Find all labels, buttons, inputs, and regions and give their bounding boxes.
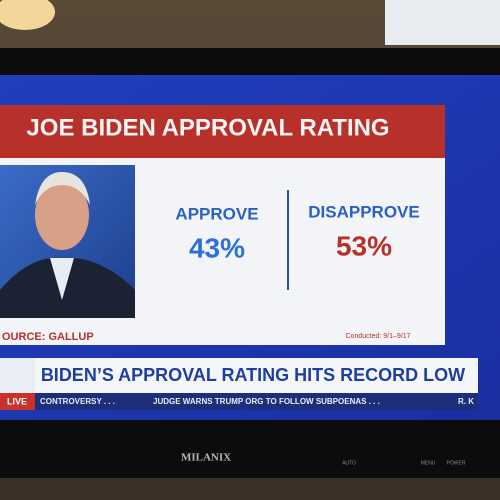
ticker-item: R. K [458, 397, 474, 406]
ticker-bar [0, 393, 478, 410]
window [385, 0, 500, 45]
source: OURCE: GALLUP [2, 331, 94, 343]
table [0, 478, 500, 500]
tv-button: AUTO [342, 460, 356, 466]
hair [35, 172, 90, 205]
disapprove-value: 53% [336, 230, 392, 261]
approve-value: 43% [189, 232, 245, 263]
ticker-item: CONTROVERSY . . . [40, 397, 115, 406]
disapprove-label: DISAPPROVE [308, 202, 419, 221]
headline-bar [35, 358, 478, 393]
logo [0, 358, 35, 393]
lamp [0, 0, 55, 30]
headline: BIDEN’S APPROVAL RATING HITS RECORD LOW [41, 365, 465, 385]
approve-label: APPROVE [175, 204, 258, 223]
tv-button: MENU [421, 460, 436, 466]
graphic-title: JOE BIDEN APPROVAL RATING [26, 114, 389, 141]
live-box [0, 393, 35, 410]
ticker-item: JUDGE WARNS TRUMP ORG TO FOLLOW SUBPOENA… [153, 397, 380, 406]
conducted: Conducted: 9/1–9/17 [346, 333, 411, 340]
tv-button: POWER [447, 460, 466, 466]
suit [0, 257, 135, 318]
title-banner [0, 105, 445, 158]
brand: MILANIX [181, 452, 231, 464]
live: LIVE [7, 396, 27, 406]
shirt [50, 258, 74, 300]
face [35, 180, 89, 250]
